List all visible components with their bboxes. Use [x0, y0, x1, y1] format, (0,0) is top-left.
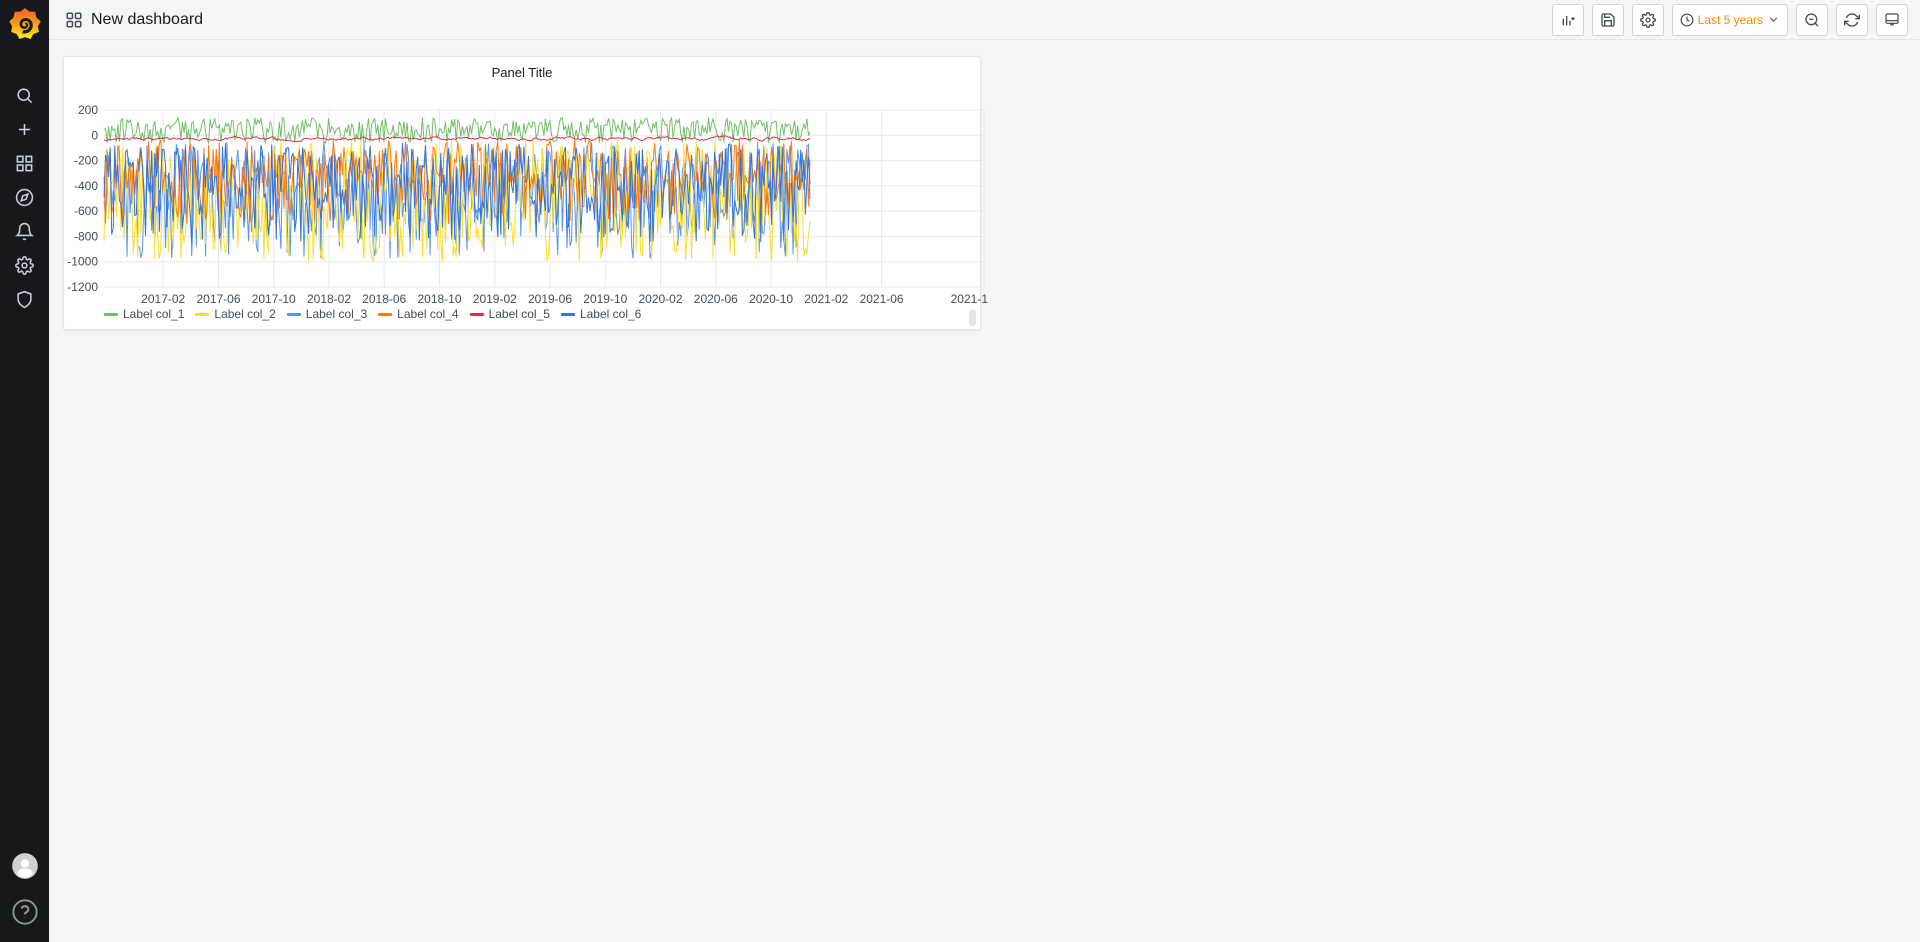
svg-text:2017-02: 2017-02: [141, 292, 185, 306]
svg-text:2019-02: 2019-02: [473, 292, 517, 306]
svg-text:-1200: -1200: [67, 280, 98, 294]
svg-text:-800: -800: [74, 229, 98, 243]
svg-text:2020-10: 2020-10: [749, 292, 793, 306]
svg-text:2021-02: 2021-02: [804, 292, 848, 306]
svg-text:2021-1: 2021-1: [951, 292, 989, 306]
svg-text:2017-10: 2017-10: [252, 292, 296, 306]
svg-text:2020-06: 2020-06: [694, 292, 738, 306]
svg-text:-200: -200: [74, 154, 98, 168]
svg-text:2019-10: 2019-10: [583, 292, 627, 306]
svg-text:2019-06: 2019-06: [528, 292, 572, 306]
svg-text:2021-06: 2021-06: [860, 292, 904, 306]
svg-text:2017-06: 2017-06: [196, 292, 240, 306]
svg-text:2018-02: 2018-02: [307, 292, 351, 306]
svg-text:0: 0: [91, 128, 98, 142]
svg-text:200: 200: [78, 103, 98, 117]
svg-text:2020-02: 2020-02: [638, 292, 682, 306]
svg-text:2018-10: 2018-10: [417, 292, 461, 306]
svg-text:-400: -400: [74, 179, 98, 193]
svg-text:2018-06: 2018-06: [362, 292, 406, 306]
svg-text:-1000: -1000: [67, 255, 98, 269]
svg-text:-600: -600: [74, 204, 98, 218]
